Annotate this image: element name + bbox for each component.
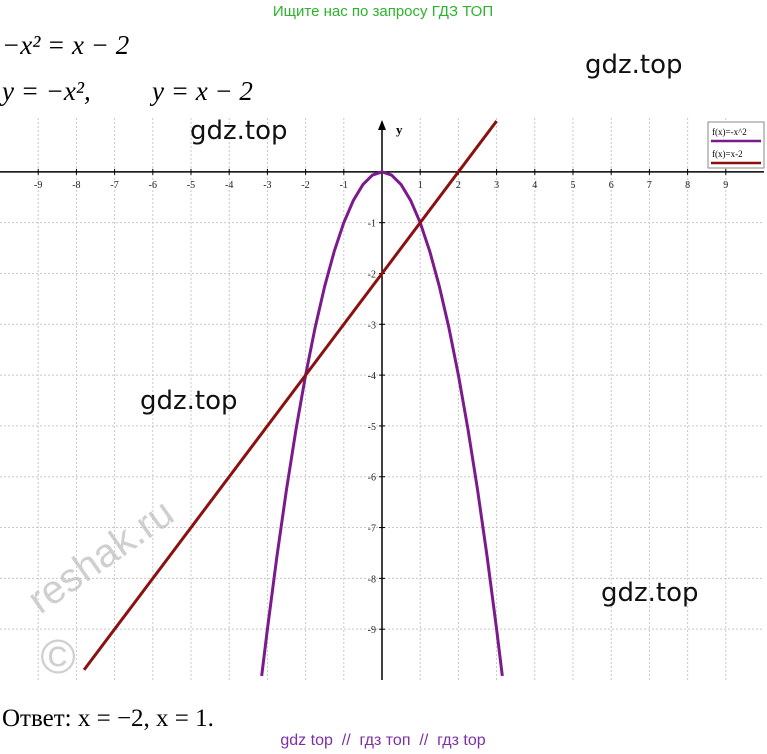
x-tick-label: -6 bbox=[149, 180, 157, 191]
watermark: gdz.top bbox=[140, 386, 238, 416]
header: Ищите нас по запросу ГДЗ ТОП bbox=[273, 3, 493, 20]
legend: f(x)=-x^2 f(x)=x-2 bbox=[707, 121, 765, 169]
x-tick-label: 3 bbox=[494, 180, 499, 191]
axis-arrow bbox=[378, 120, 386, 130]
watermark: reshak.ru bbox=[20, 491, 182, 623]
plot: -9 -8 -7 -6 -5 -4 -3 -2 -1 1 2 3 4 5 6 7 8 9 -9 -8 -7 -6 -5 -4 -… bbox=[0, 118, 765, 680]
legend-box bbox=[707, 121, 765, 169]
legend-label: f(x)=-x^2 bbox=[712, 127, 747, 137]
x-tick-label: 5 bbox=[571, 180, 576, 191]
y-axis-label: y bbox=[396, 122, 403, 137]
y-tick-label: -6 bbox=[368, 473, 376, 484]
x-tick-label: -1 bbox=[340, 180, 348, 191]
x-tick-label: -8 bbox=[72, 180, 80, 191]
x-tick-label: 6 bbox=[609, 180, 614, 191]
footer: gdz top // гдз топ // гдз top bbox=[280, 732, 485, 749]
x-tick-label: 8 bbox=[685, 180, 690, 191]
x-tick-label: -5 bbox=[187, 180, 195, 191]
series-line bbox=[260, 170, 504, 677]
y-tick-label: -4 bbox=[368, 371, 376, 382]
y-tick-label: -2 bbox=[368, 269, 376, 280]
x-tick-label: 9 bbox=[723, 180, 728, 191]
equation: y = −x², bbox=[0, 76, 91, 106]
x-tick-label: 7 bbox=[647, 180, 652, 191]
watermark: © bbox=[40, 631, 75, 684]
x-tick-label: 2 bbox=[456, 180, 461, 191]
x-tick-label: 4 bbox=[532, 180, 537, 191]
y-tick-label: -8 bbox=[368, 574, 376, 585]
legend-label: f(x)=x-2 bbox=[712, 149, 743, 159]
y-tick-label: -7 bbox=[368, 524, 376, 535]
x-tick-label: -3 bbox=[263, 180, 271, 191]
equation: y = x − 2 bbox=[149, 76, 253, 106]
answer: Ответ: x = −2, x = 1. bbox=[2, 705, 214, 732]
x-tick-label: -2 bbox=[301, 180, 309, 191]
watermark: gdz.top bbox=[585, 50, 683, 80]
watermark: gdz.top bbox=[190, 116, 288, 146]
x-tick-label: -9 bbox=[34, 180, 42, 191]
series-line bbox=[82, 120, 498, 671]
x-tick-label: -4 bbox=[225, 180, 233, 191]
y-tick-label: -9 bbox=[368, 625, 376, 636]
y-tick-label: -5 bbox=[368, 422, 376, 433]
y-tick-label: -3 bbox=[368, 320, 376, 331]
y-tick-label: -1 bbox=[368, 219, 376, 230]
x-tick-label: -7 bbox=[110, 180, 118, 191]
equation: −x² = x − 2 bbox=[2, 30, 129, 60]
x-tick-label: 1 bbox=[418, 180, 423, 191]
watermark: gdz.top bbox=[601, 578, 699, 608]
